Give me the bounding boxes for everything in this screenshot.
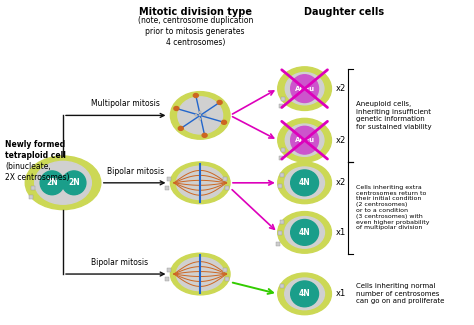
Text: Bipolar mitosis: Bipolar mitosis bbox=[107, 167, 164, 176]
Ellipse shape bbox=[285, 216, 325, 248]
Text: 4N: 4N bbox=[299, 228, 310, 237]
Ellipse shape bbox=[278, 118, 331, 162]
Ellipse shape bbox=[178, 97, 223, 134]
Text: 2N: 2N bbox=[68, 178, 80, 187]
Ellipse shape bbox=[285, 124, 324, 156]
Text: x1: x1 bbox=[336, 289, 346, 298]
Ellipse shape bbox=[176, 257, 224, 291]
Text: x1: x1 bbox=[336, 228, 346, 237]
Ellipse shape bbox=[291, 126, 319, 154]
Text: x2: x2 bbox=[336, 136, 346, 145]
Ellipse shape bbox=[291, 281, 319, 307]
Text: Aneuploid cells,
inheriting insufficient
genetic information
for sustained viabi: Aneuploid cells, inheriting insufficient… bbox=[356, 101, 432, 130]
Text: Cells inheriting extra
centrosomes return to
their initial condition
(2 centroso: Cells inheriting extra centrosomes retur… bbox=[356, 185, 430, 230]
Text: Newly formed
tetraploid cell: Newly formed tetraploid cell bbox=[5, 140, 66, 160]
Ellipse shape bbox=[202, 133, 207, 137]
Text: (binucleate,
2X centrosomes): (binucleate, 2X centrosomes) bbox=[5, 162, 70, 182]
Text: Multipolar mitosis: Multipolar mitosis bbox=[91, 99, 160, 109]
Ellipse shape bbox=[35, 162, 91, 204]
Ellipse shape bbox=[278, 212, 331, 253]
Ellipse shape bbox=[25, 156, 101, 210]
Ellipse shape bbox=[285, 278, 325, 310]
Text: 4N: 4N bbox=[299, 178, 310, 187]
Text: (note, centrosome duplication
prior to mitosis generates
4 centrosomes): (note, centrosome duplication prior to m… bbox=[137, 16, 253, 47]
Text: 4N: 4N bbox=[299, 289, 310, 298]
Ellipse shape bbox=[221, 120, 227, 124]
Text: Aneu: Aneu bbox=[294, 137, 315, 143]
Ellipse shape bbox=[178, 126, 183, 130]
Ellipse shape bbox=[170, 253, 230, 295]
Ellipse shape bbox=[291, 75, 319, 102]
Ellipse shape bbox=[285, 167, 325, 199]
Text: Bipolar mitosis: Bipolar mitosis bbox=[91, 258, 148, 267]
Ellipse shape bbox=[291, 170, 319, 196]
Text: Daughter cells: Daughter cells bbox=[304, 7, 384, 17]
Ellipse shape bbox=[285, 72, 324, 105]
Ellipse shape bbox=[174, 107, 179, 111]
Text: x2: x2 bbox=[336, 84, 346, 93]
Text: x2: x2 bbox=[336, 178, 346, 187]
Text: Mitotic division type: Mitotic division type bbox=[139, 7, 252, 17]
Ellipse shape bbox=[176, 166, 224, 200]
Text: Aneu: Aneu bbox=[294, 85, 315, 92]
Ellipse shape bbox=[278, 162, 331, 204]
Ellipse shape bbox=[40, 171, 64, 195]
Ellipse shape bbox=[278, 273, 331, 315]
Ellipse shape bbox=[278, 67, 331, 111]
Ellipse shape bbox=[170, 162, 230, 204]
Ellipse shape bbox=[193, 94, 198, 98]
Ellipse shape bbox=[291, 219, 319, 245]
Text: 2N: 2N bbox=[46, 178, 58, 187]
Text: Cells inheriting normal
number of centrosomes
can go on and proliferate: Cells inheriting normal number of centro… bbox=[356, 283, 445, 305]
Ellipse shape bbox=[62, 171, 86, 195]
Ellipse shape bbox=[170, 92, 230, 139]
Ellipse shape bbox=[217, 100, 222, 104]
